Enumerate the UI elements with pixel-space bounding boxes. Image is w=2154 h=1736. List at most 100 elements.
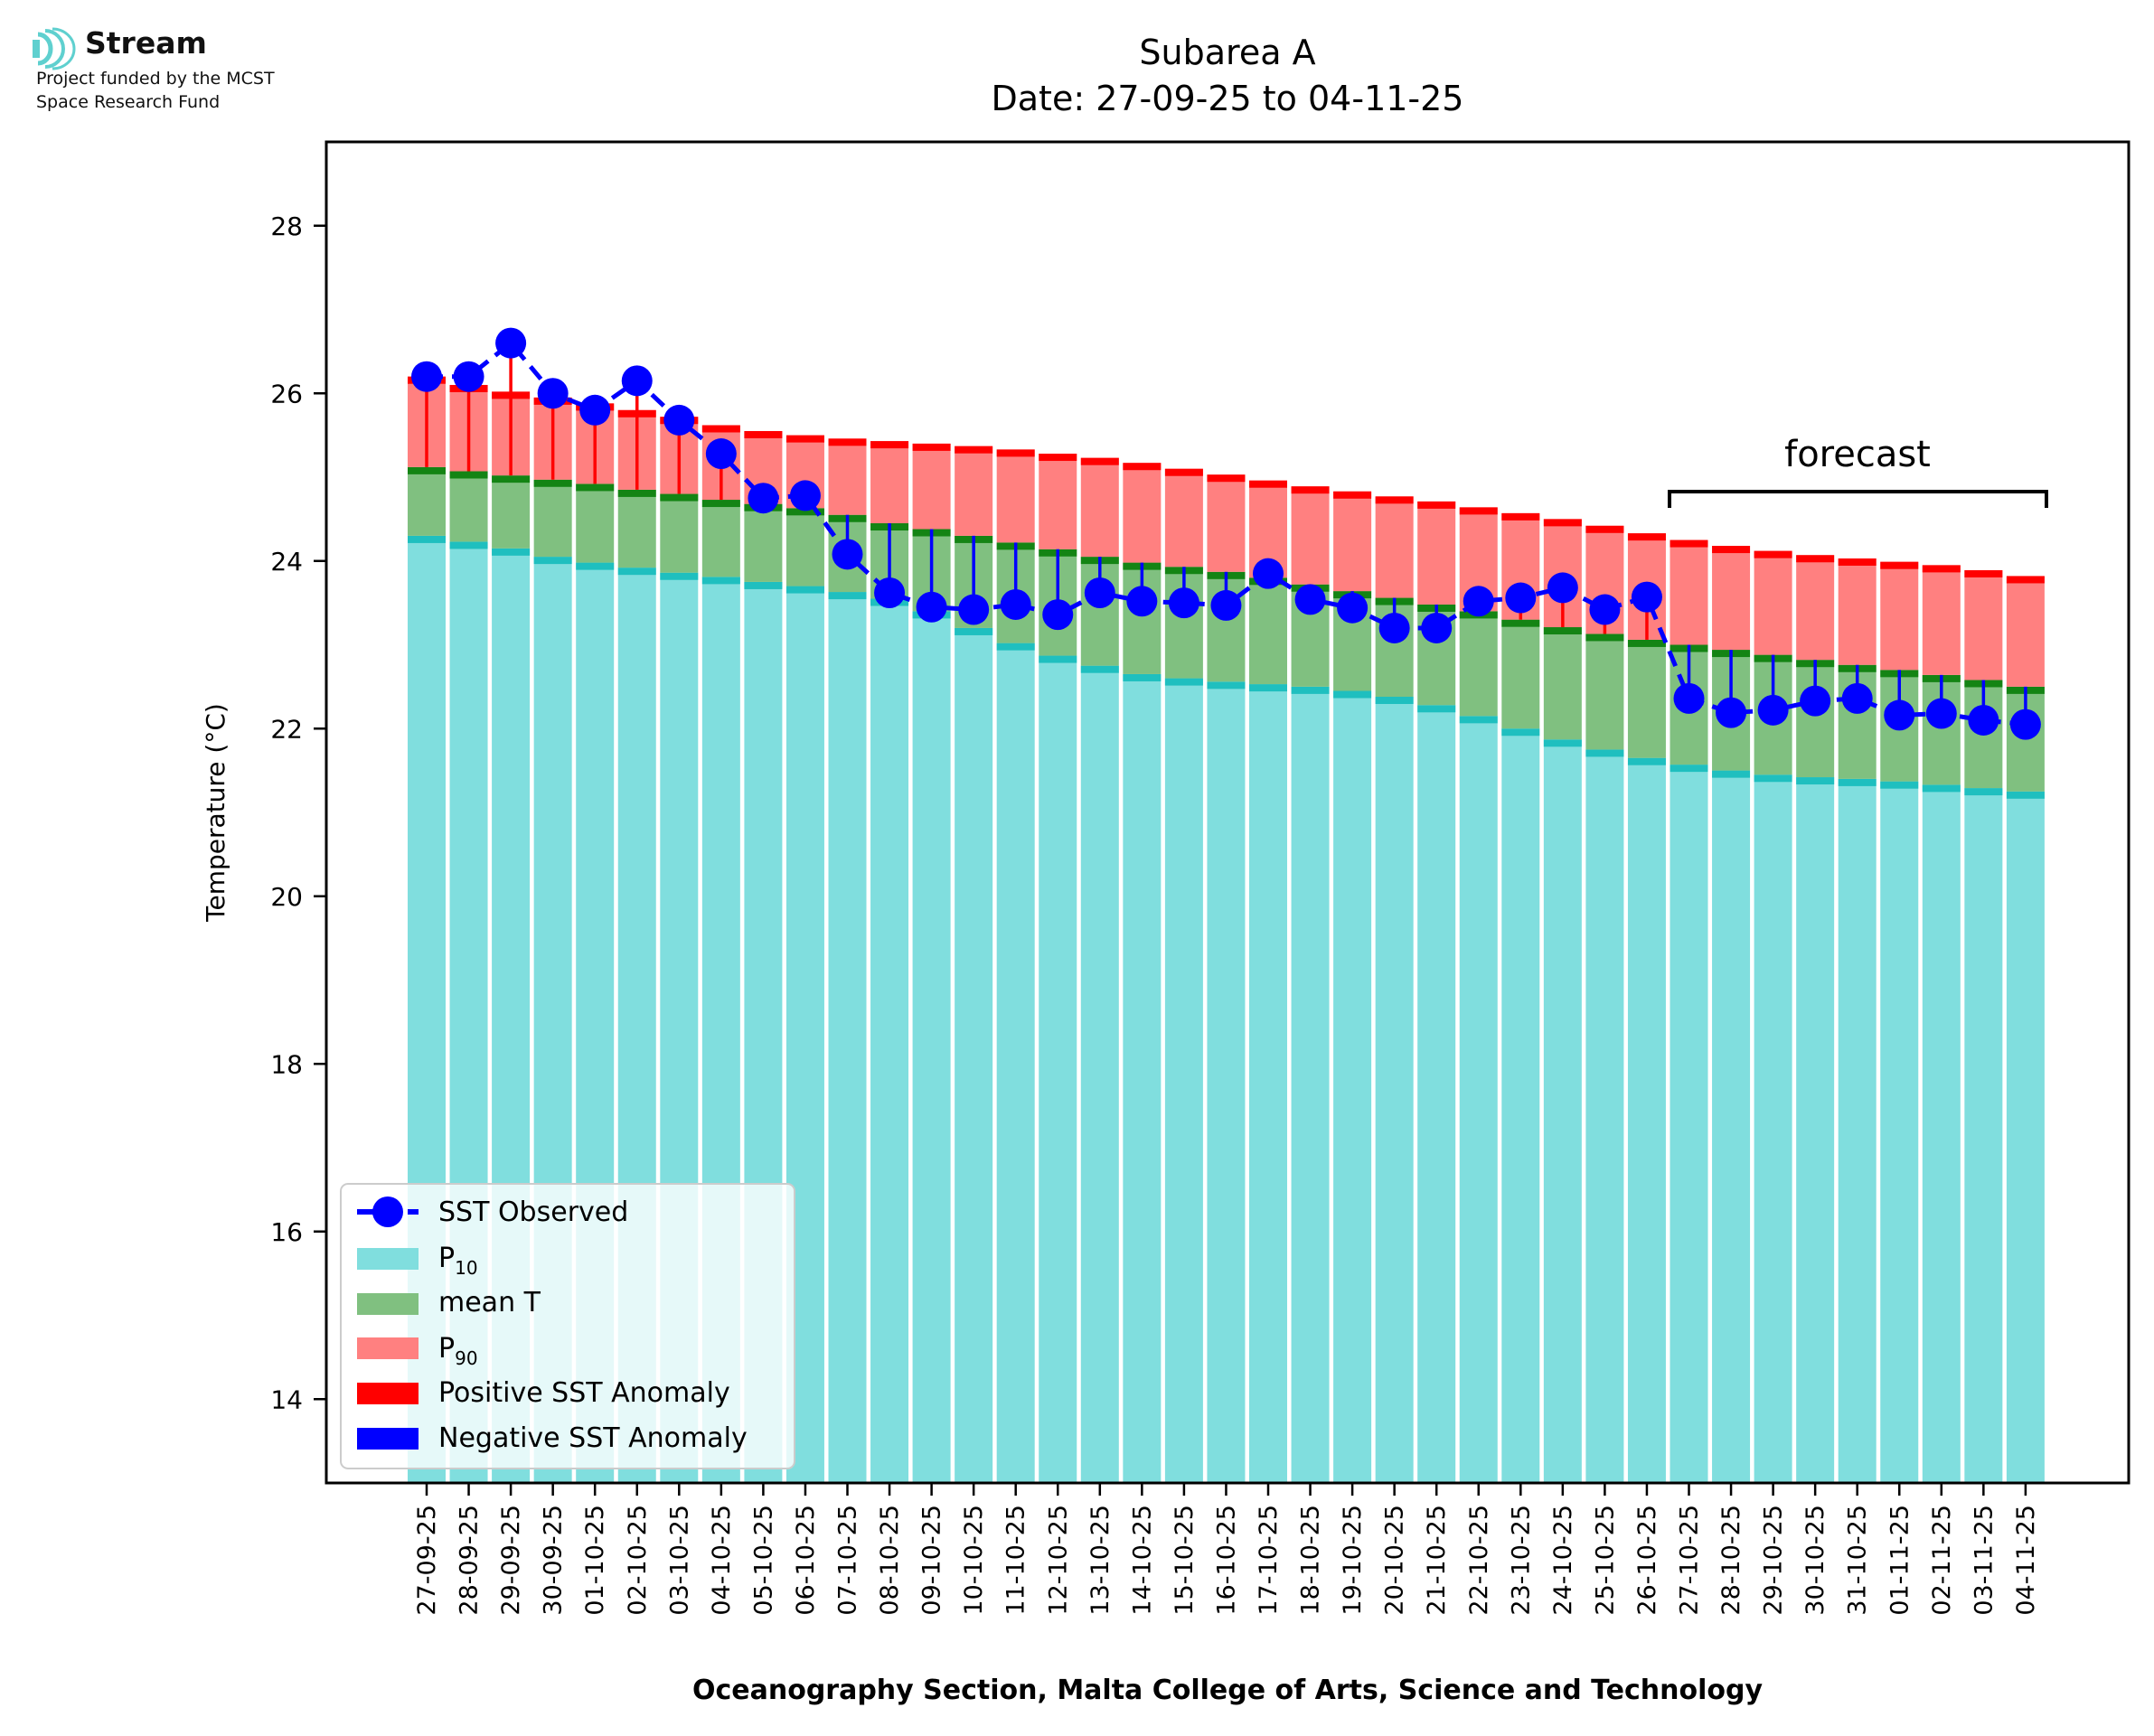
p10-bar-cap bbox=[1712, 770, 1751, 778]
p10-bar-cap bbox=[2006, 791, 2045, 799]
mean-bar bbox=[1585, 633, 1624, 750]
p10-bar-cap bbox=[492, 548, 531, 556]
legend-item-positive-anomaly: Positive SST Anomaly bbox=[357, 1377, 730, 1409]
x-tick-label: 11-10-25 bbox=[1002, 1505, 1030, 1616]
p10-bar bbox=[1712, 770, 1751, 1483]
x-tick-label: 03-10-25 bbox=[665, 1505, 693, 1616]
p10-bar bbox=[1754, 774, 1792, 1483]
p90-bar-cap bbox=[1964, 569, 2003, 577]
p90-bar-cap bbox=[1501, 512, 1540, 521]
mean-bar-cap bbox=[1585, 633, 1624, 642]
mean-bar bbox=[576, 483, 615, 563]
observed-point bbox=[1126, 586, 1158, 617]
p10-bar-cap bbox=[576, 562, 615, 570]
p10-bar bbox=[1333, 690, 1372, 1483]
p90-bar-cap bbox=[1585, 525, 1624, 533]
observed-point bbox=[1210, 589, 1242, 621]
y-tick-label: 26 bbox=[270, 379, 303, 408]
p10-bar bbox=[1459, 716, 1498, 1483]
p90-bar bbox=[996, 449, 1035, 543]
p10-bar-cap bbox=[1123, 673, 1162, 681]
x-tick-label: 24-10-25 bbox=[1549, 1505, 1577, 1616]
p10-bar-cap bbox=[1670, 765, 1708, 773]
p90-bar-cap bbox=[1039, 454, 1077, 462]
observed-point bbox=[1757, 694, 1789, 726]
p10-bar-cap bbox=[660, 572, 699, 580]
x-tick-label: 25-10-25 bbox=[1591, 1505, 1619, 1616]
y-tick-label: 24 bbox=[270, 547, 303, 577]
p90-bar-cap bbox=[955, 446, 993, 454]
x-tick-label: 16-10-25 bbox=[1212, 1505, 1240, 1616]
p90-bar bbox=[1754, 550, 1792, 655]
p10-bar bbox=[996, 643, 1035, 1483]
p90-bar-cap bbox=[1375, 496, 1414, 504]
mean-bar-cap bbox=[533, 479, 572, 487]
mean-bar-cap bbox=[617, 489, 656, 497]
x-tick-label: 23-10-25 bbox=[1507, 1505, 1535, 1616]
p10-bar bbox=[1627, 757, 1666, 1483]
legend-p10-swatch bbox=[357, 1248, 419, 1270]
mean-bar-cap bbox=[785, 508, 824, 516]
p10-bar bbox=[912, 611, 951, 1483]
p90-bar bbox=[1880, 561, 1919, 671]
mean-bar-cap bbox=[449, 471, 488, 479]
mean-bar bbox=[1627, 639, 1666, 758]
p10-bar bbox=[1922, 784, 1961, 1483]
p90-bar-cap bbox=[1333, 491, 1372, 499]
observed-point bbox=[1000, 588, 1031, 620]
x-tick-label: 26-10-25 bbox=[1633, 1505, 1661, 1616]
legend-positive-label: Positive SST Anomaly bbox=[438, 1377, 730, 1409]
mean-bar-cap bbox=[701, 500, 740, 508]
observed-point bbox=[579, 394, 611, 426]
p10-bar-cap bbox=[533, 557, 572, 565]
p90-bar bbox=[1417, 501, 1456, 605]
y-tick-label: 20 bbox=[270, 882, 303, 912]
legend-negative-label: Negative SST Anomaly bbox=[438, 1422, 748, 1454]
observed-point bbox=[1884, 699, 1915, 731]
y-tick-label: 14 bbox=[270, 1384, 303, 1414]
logo-funding-text: Project funded by the MCST Space Researc… bbox=[36, 67, 416, 114]
p90-bar bbox=[955, 446, 993, 536]
observed-point bbox=[1673, 682, 1705, 714]
x-tick-label: 29-10-25 bbox=[1760, 1505, 1788, 1616]
legend-mean-label: mean T bbox=[438, 1287, 541, 1318]
legend: SST Observed P10 mean T P90 Positive SST… bbox=[340, 1183, 795, 1469]
chart-title: Subarea A bbox=[1139, 33, 1315, 72]
p10-bar bbox=[2006, 791, 2045, 1483]
p90-bar bbox=[1922, 565, 1961, 675]
p90-bar-cap bbox=[1417, 501, 1456, 509]
p90-bar bbox=[1333, 491, 1372, 592]
p10-bar bbox=[1291, 686, 1330, 1483]
p10-bar-cap bbox=[828, 592, 867, 600]
x-tick-label: 13-10-25 bbox=[1086, 1505, 1115, 1616]
p10-bar bbox=[1796, 777, 1835, 1483]
p10-bar-cap bbox=[1796, 777, 1835, 785]
mean-bar bbox=[1501, 619, 1540, 729]
p10-bar-cap bbox=[1249, 684, 1287, 692]
p10-bar-cap bbox=[1754, 774, 1792, 783]
x-tick-label: 30-10-25 bbox=[1801, 1505, 1829, 1616]
p10-bar-cap bbox=[1922, 784, 1961, 793]
y-axis-label: Temperature (°C) bbox=[201, 703, 230, 923]
observed-point bbox=[1084, 577, 1115, 608]
p90-bar-cap bbox=[1459, 507, 1498, 515]
p10-bar-cap bbox=[1880, 781, 1919, 789]
p90-bar bbox=[1164, 468, 1203, 568]
p10-bar-cap bbox=[1585, 749, 1624, 757]
p10-bar-cap bbox=[1627, 757, 1666, 765]
p10-bar-cap bbox=[1080, 665, 1119, 673]
x-tick-label: 22-10-25 bbox=[1465, 1505, 1493, 1616]
p90-bar bbox=[2006, 576, 2045, 687]
legend-observed-label: SST Observed bbox=[438, 1196, 628, 1228]
forecast-bracket bbox=[1668, 490, 2048, 508]
mean-bar bbox=[701, 500, 740, 577]
p90-bar-cap bbox=[1754, 550, 1792, 558]
p90-bar bbox=[1964, 569, 2003, 680]
p90-bar-cap bbox=[870, 441, 909, 449]
p90-bar bbox=[1838, 558, 1877, 665]
x-tick-label: 30-09-25 bbox=[540, 1505, 568, 1616]
p10-bar bbox=[1417, 705, 1456, 1483]
legend-p90-label: P90 bbox=[438, 1333, 478, 1369]
observed-point bbox=[1337, 592, 1369, 624]
mean-bar-cap bbox=[1543, 627, 1582, 635]
